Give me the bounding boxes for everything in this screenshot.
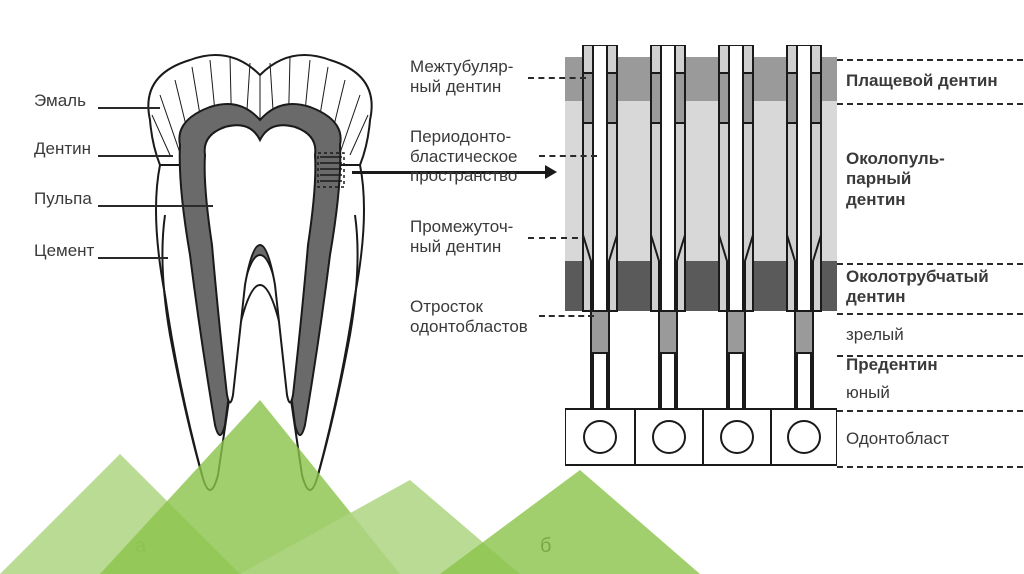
zoom-arrow-head xyxy=(545,165,557,179)
decorative-triangles xyxy=(0,374,720,574)
label-pulp: Пульпа xyxy=(34,189,92,209)
zone-dash-3 xyxy=(837,263,1023,265)
label-predentin: Предентин xyxy=(846,355,938,375)
leader-enamel xyxy=(98,107,160,109)
label-young: юный xyxy=(846,383,890,403)
label-mantle: Плащевой дентин xyxy=(846,71,998,91)
leader-pulp xyxy=(98,205,213,207)
leader-dentin xyxy=(98,155,173,157)
label-odonto-process: Отросток одонтобластов xyxy=(410,297,528,336)
zone-dash-1 xyxy=(837,59,1023,61)
dash-intertubular xyxy=(528,77,586,79)
dash-intermediate xyxy=(528,237,578,239)
zone-dash-6 xyxy=(837,410,1023,412)
label-periodonto: Периодонто- бластическое пространство xyxy=(410,127,517,186)
label-odontoblast: Одонтобласт xyxy=(846,429,949,449)
label-circumpulp: Околопуль- парный дентин xyxy=(846,149,945,210)
dash-odonto-process xyxy=(539,315,594,317)
zone-dash-7 xyxy=(837,466,1023,468)
label-dentin: Дентин xyxy=(34,139,91,159)
label-peritubular: Околотрубчатый дентин xyxy=(846,267,989,306)
zone-dash-2 xyxy=(837,103,1023,105)
leader-cement xyxy=(98,257,168,259)
dash-periodonto xyxy=(539,155,597,157)
label-mature: зрелый xyxy=(846,325,904,345)
zone-dash-4 xyxy=(837,313,1023,315)
label-enamel: Эмаль xyxy=(34,91,86,111)
label-intertubular: Межтубуляр- ный дентин xyxy=(410,57,513,96)
label-intermediate: Промежуточ- ный дентин xyxy=(410,217,513,256)
label-cement: Цемент xyxy=(34,241,94,261)
